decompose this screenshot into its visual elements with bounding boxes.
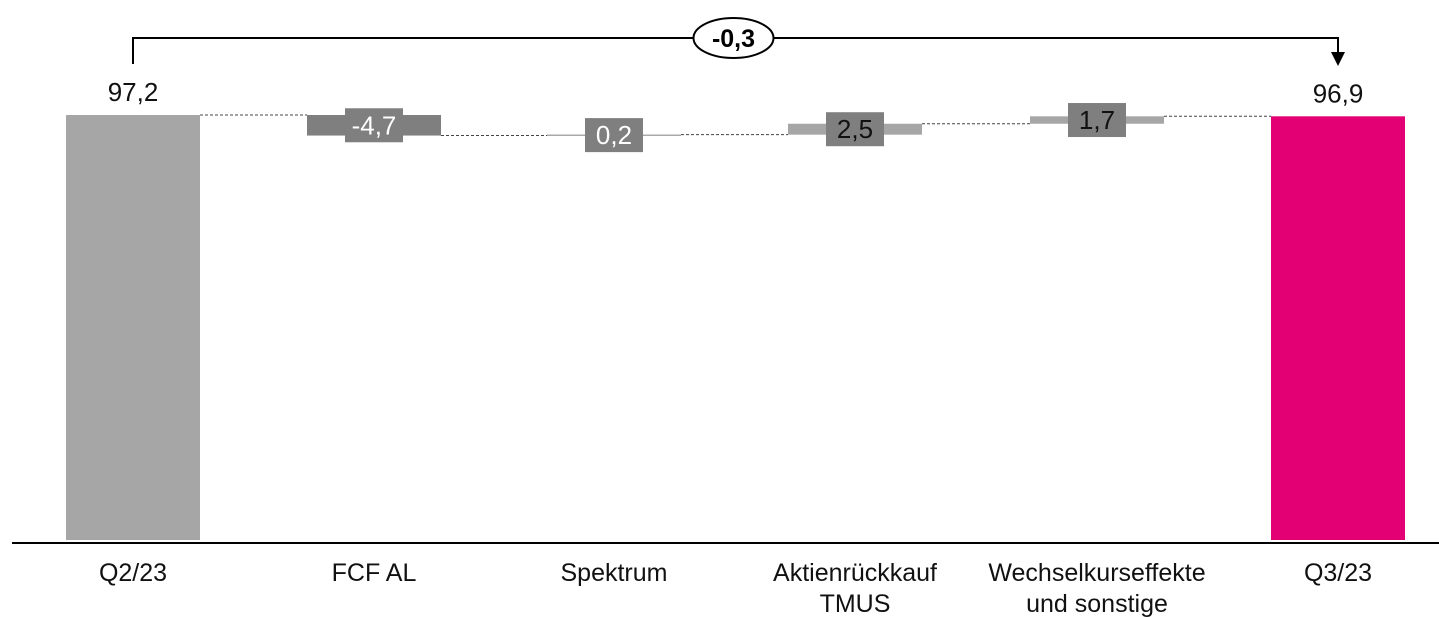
- value-label-box-1: [345, 108, 403, 143]
- value-label-2: 0,2: [596, 120, 632, 150]
- category-label-5-0: Q3/23: [1304, 559, 1372, 587]
- total-change-oval: [692, 17, 775, 59]
- bracket-arrow-icon: [1331, 52, 1345, 66]
- bars: [66, 115, 1405, 540]
- category-labels: Q2/23 FCF AL Spektrum Aktienrückkauf TMUS Wec…: [99, 559, 1372, 617]
- value-labels: 97,2 -4,7 0,2 2,5 1,7 96,9: [108, 77, 1364, 153]
- category-label-4-1: und sonstige: [1026, 590, 1168, 617]
- total-change-bracket: -0,3: [132, 17, 1345, 66]
- value-label-0: 97,2: [108, 77, 159, 107]
- category-label-1-0: FCF AL: [332, 559, 417, 587]
- value-label-box-2: [585, 118, 643, 153]
- category-label-3-0: Aktienrückkauf: [773, 559, 937, 587]
- value-label-5: 96,9: [1313, 78, 1364, 108]
- value-label-box-4: [1068, 103, 1126, 138]
- total-change-label: -0,3: [712, 25, 755, 53]
- bar-0: [66, 115, 200, 540]
- value-label-1: -4,7: [352, 110, 397, 140]
- category-label-3-1: TMUS: [820, 590, 891, 617]
- category-label-2-0: Spektrum: [561, 559, 668, 587]
- value-label-3: 2,5: [837, 114, 873, 144]
- bar-5: [1271, 116, 1405, 540]
- category-label-0-0: Q2/23: [99, 559, 167, 587]
- value-label-4: 1,7: [1079, 105, 1115, 135]
- connector-lines: [200, 114, 1271, 137]
- value-label-box-3: [826, 112, 884, 147]
- category-label-4-0: Wechselkurseffekte: [988, 559, 1205, 587]
